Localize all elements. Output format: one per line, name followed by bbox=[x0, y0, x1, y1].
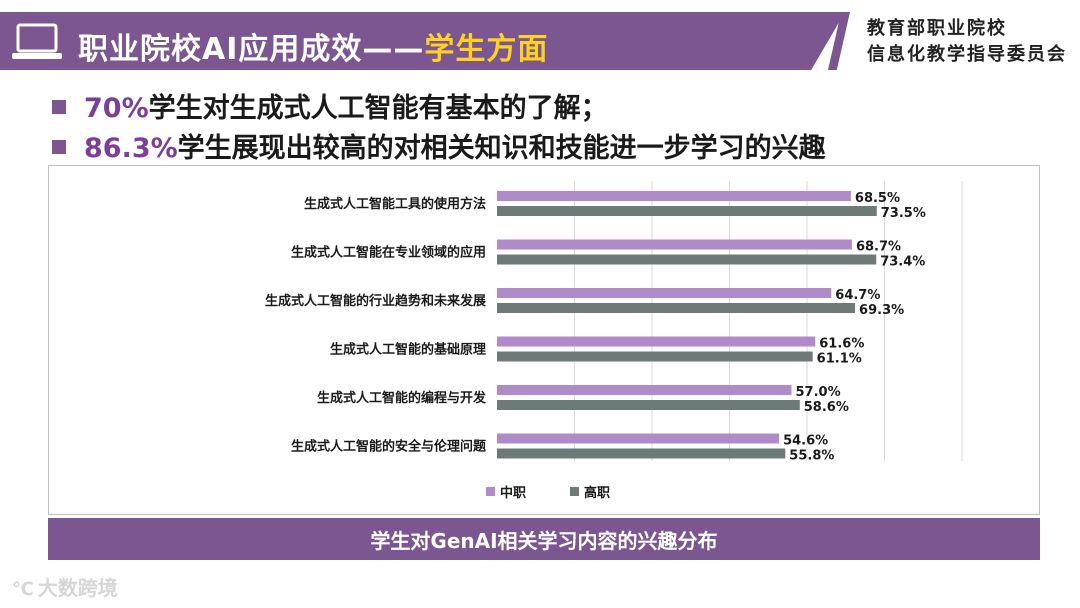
data-label: 55.8% bbox=[789, 449, 834, 464]
legend-swatch bbox=[570, 487, 579, 496]
chart-caption: 学生对GenAI相关学习内容的兴趣分布 bbox=[48, 518, 1040, 560]
watermark-logo-icon: ℃ bbox=[12, 579, 34, 600]
laptop-icon bbox=[12, 23, 62, 59]
bullet-square-icon bbox=[52, 139, 66, 154]
data-label: 68.7% bbox=[856, 240, 901, 255]
bar-zhongzhi bbox=[497, 191, 851, 201]
bullet-percent: 70% bbox=[84, 93, 149, 124]
bar-gaozhi bbox=[497, 206, 877, 216]
bar-zhongzhi bbox=[497, 239, 852, 250]
data-label: 69.3% bbox=[859, 303, 904, 318]
watermark-text: 大数跨境 bbox=[37, 576, 118, 600]
legend-label: 中职 bbox=[500, 485, 526, 501]
bullet-text: 学生对生成式人工智能有基本的了解； bbox=[148, 93, 608, 124]
category-label: 生成式人工智能工具的使用方法 bbox=[304, 196, 486, 212]
bar-zhongzhi bbox=[497, 336, 816, 347]
data-label: 61.1% bbox=[817, 352, 862, 367]
bar-zhongzhi bbox=[497, 288, 832, 298]
bullet-text: 学生展现出较高的对相关知识和技能进一步学习的兴趣 bbox=[177, 133, 826, 164]
bar-gaozhi bbox=[497, 351, 813, 362]
data-label: 54.6% bbox=[783, 434, 828, 449]
bullet-percent: 86.3% bbox=[84, 133, 178, 164]
header-banner bbox=[0, 12, 845, 70]
legend-label: 高职 bbox=[584, 485, 610, 501]
category-label: 生成式人工智能的行业趋势和未来发展 bbox=[265, 293, 487, 309]
bullet-item-1: 70%学生对生成式人工智能有基本的了解； bbox=[52, 86, 608, 125]
data-label: 73.5% bbox=[881, 206, 926, 221]
chart-frame: 生成式人工智能工具的使用方法 68.5% 73.5% 生成式人工智能在专业领域的应用 6… bbox=[48, 165, 1040, 515]
data-label: 73.4% bbox=[880, 255, 925, 270]
bar-zhongzhi bbox=[497, 385, 792, 395]
page-title-accent: 学生方面 bbox=[424, 32, 549, 67]
category-label: 生成式人工智能的基础原理 bbox=[330, 342, 486, 358]
category-label: 生成式人工智能的编程与开发 bbox=[317, 390, 487, 406]
org-logo-line1: 教育部职业院校 bbox=[867, 18, 1007, 39]
category-label: 生成式人工智能的安全与伦理问题 bbox=[291, 439, 487, 455]
bullet-square-icon bbox=[52, 99, 66, 114]
org-logo: 教育部职业院校 信息化教学指导委员会 bbox=[867, 16, 1072, 68]
page-title-main: 职业院校AI应用成效—— bbox=[78, 32, 425, 67]
bar-gaozhi bbox=[497, 400, 800, 410]
page-title: 职业院校AI应用成效——学生方面 bbox=[78, 24, 548, 68]
watermark: ℃ 大数跨境 bbox=[12, 572, 118, 601]
bullet-item-2: 86.3%学生展现出较高的对相关知识和技能进一步学习的兴趣 bbox=[52, 126, 826, 165]
data-label: 57.0% bbox=[796, 385, 841, 400]
data-label: 61.6% bbox=[819, 337, 864, 352]
data-label: 58.6% bbox=[804, 400, 849, 415]
bar-gaozhi bbox=[497, 303, 856, 313]
bar-chart: 生成式人工智能工具的使用方法 68.5%73.5% 生成式人工智能在专业领域的应用 6… bbox=[265, 181, 963, 501]
legend-swatch bbox=[486, 487, 495, 496]
bar-gaozhi bbox=[497, 254, 877, 265]
data-label: 68.5% bbox=[855, 191, 900, 206]
data-label: 64.7% bbox=[835, 288, 880, 303]
bar-gaozhi bbox=[497, 448, 786, 459]
bar-zhongzhi bbox=[497, 433, 780, 444]
org-logo-line2: 信息化教学指导委员会 bbox=[867, 44, 1067, 65]
category-label: 生成式人工智能在专业领域的应用 bbox=[291, 245, 486, 261]
